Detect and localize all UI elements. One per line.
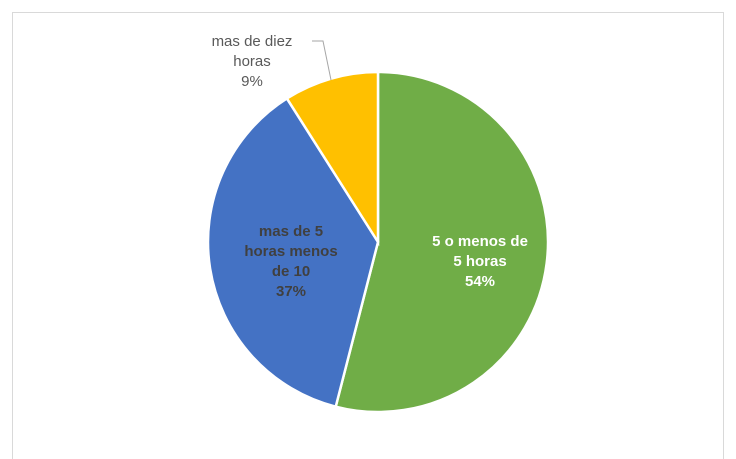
pie-slice [334,70,550,414]
slice-value-label: 9% [241,73,263,90]
leader-line [312,40,332,81]
slice-label: mas de diez horas [212,33,293,70]
slice-value-label: 37% [276,283,306,300]
pie [206,70,550,414]
slice-label: 5 o menos de 5 horas [432,233,528,270]
slice-label: mas de 5 horas menos de 10 [244,223,337,280]
chart-frame [12,12,724,459]
slice-value-label: 54% [465,273,495,290]
